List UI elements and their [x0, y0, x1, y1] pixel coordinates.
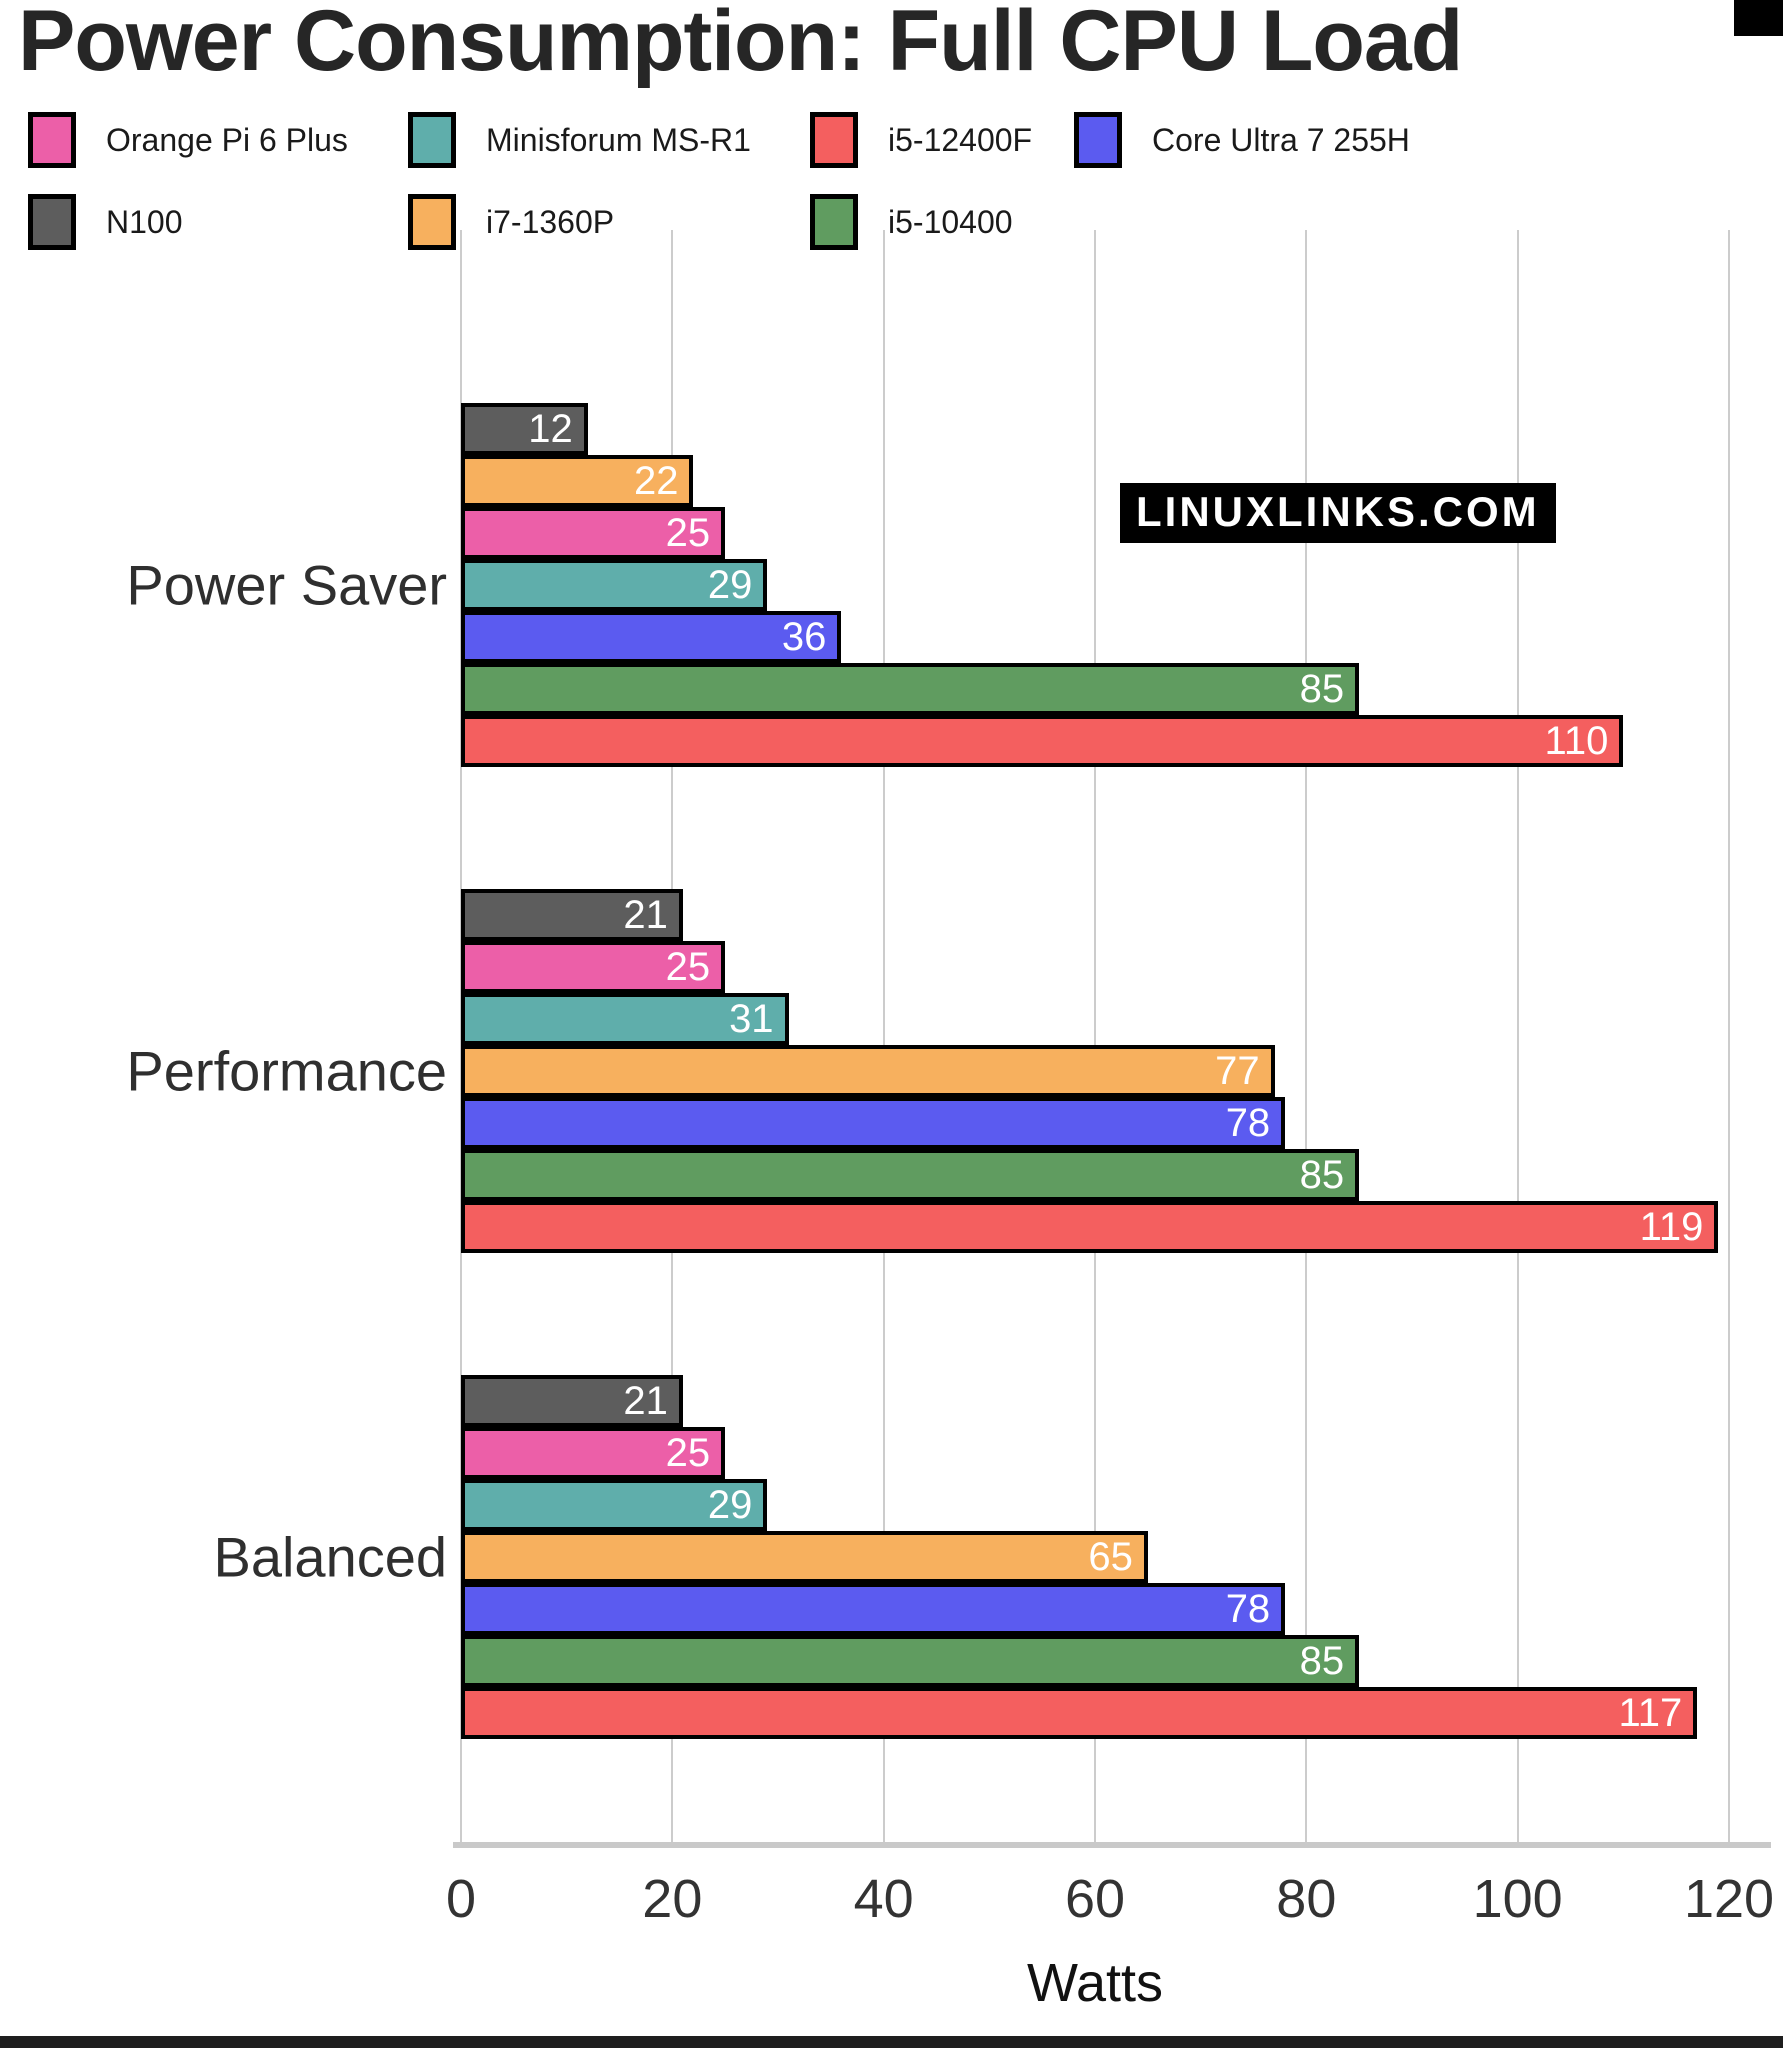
bar-minisforum-ms-r1: 31: [461, 993, 789, 1045]
bar-minisforum-ms-r1: 29: [461, 559, 768, 611]
footer-bar: [0, 2036, 1783, 2048]
x-tick-label: 20: [642, 1869, 703, 1929]
legend-label: Orange Pi 6 Plus: [106, 121, 348, 158]
x-axis-label: Watts: [1026, 1953, 1164, 2013]
bar-value-label: 77: [1215, 1049, 1260, 1093]
legend-item: i5-10400: [810, 194, 1074, 250]
legend-label: Minisforum MS-R1: [486, 121, 751, 158]
legend-item: N100: [28, 194, 408, 250]
group-label: Balanced: [213, 1525, 447, 1589]
bar-value-label: 31: [729, 997, 774, 1041]
group-label: Power Saver: [126, 553, 447, 617]
legend-item: Orange Pi 6 Plus: [28, 112, 408, 168]
bar-group-balanced: Balanced 21 25 29 65 78 85 117: [213, 1375, 1729, 1739]
bar-i7-1360p: 77: [461, 1045, 1275, 1097]
bar-value-label: 25: [665, 945, 711, 989]
legend-swatch: [408, 194, 456, 250]
watermark: LINUXLINKS.COM: [1120, 483, 1556, 543]
plot-area: LINUXLINKS.COM Watts 0 20 40 60 80 100 120 Powe…: [126, 230, 1774, 2013]
bar-value-label: 12: [528, 407, 573, 451]
bar-value-label: 25: [665, 1431, 711, 1475]
legend: Orange Pi 6 Plus Minisforum MS-R1 i5-12400…: [28, 112, 1773, 250]
legend-label: i7-1360P: [486, 203, 615, 240]
gridline: [882, 230, 885, 1848]
legend-swatch: [1074, 112, 1122, 168]
legend-item: i7-1360P: [408, 194, 810, 250]
page-title: Power Consumption: Full CPU Load: [18, 0, 1463, 89]
x-tick-label: 80: [1276, 1869, 1337, 1929]
bar-i7-1360p: 65: [461, 1531, 1148, 1583]
bar-minisforum-ms-r1: 29: [461, 1479, 768, 1531]
legend-swatch: [28, 194, 76, 250]
bar-i5-10400: 85: [461, 1635, 1360, 1687]
bar-i5-10400: 85: [461, 1149, 1360, 1201]
x-tick-label: 40: [853, 1869, 914, 1929]
bar-value-label: 117: [1618, 1691, 1683, 1735]
bar-value-label: 29: [707, 563, 753, 607]
gridline: [1728, 230, 1730, 1848]
bar-orange-pi-6-plus: 25: [461, 941, 726, 993]
legend-swatch: [28, 112, 76, 168]
bar-n100: 21: [461, 1375, 683, 1427]
gridline: [1094, 230, 1096, 1848]
x-tick-label: 0: [445, 1869, 477, 1929]
bar-value-label: 78: [1225, 1587, 1271, 1631]
bar-value-label: 85: [1299, 667, 1345, 711]
bar-value-label: 21: [623, 1379, 668, 1423]
legend-swatch: [810, 194, 858, 250]
bar-value-label: 22: [633, 459, 679, 503]
legend-swatch: [408, 112, 456, 168]
bar-value-label: 85: [1299, 1153, 1345, 1197]
bar-i5-10400: 85: [461, 663, 1360, 715]
bar-value-label: 85: [1299, 1639, 1345, 1683]
legend-swatch: [810, 112, 858, 168]
bar-i5-12400f: 110: [461, 715, 1624, 767]
bar-value-label: 29: [707, 1483, 753, 1527]
bar-value-label: 25: [665, 511, 711, 555]
legend-label: N100: [106, 203, 183, 240]
bar-core-ultra-7-255h: 78: [461, 1097, 1286, 1149]
bar-value-label: 78: [1225, 1101, 1271, 1145]
bar-orange-pi-6-plus: 25: [461, 1427, 726, 1479]
gridline: [1516, 230, 1519, 1848]
legend-item: i5-12400F: [810, 112, 1074, 168]
x-tick-label: 120: [1683, 1869, 1775, 1929]
bar-group-performance: Performance 21 25 31 77 78 85 119: [126, 889, 1729, 1253]
bar-value-label: 110: [1544, 719, 1609, 763]
corner-mark: [1734, 0, 1783, 36]
gridline: [1305, 230, 1308, 1848]
bar-i5-12400f: 117: [461, 1687, 1698, 1739]
x-tick-label: 100: [1472, 1869, 1563, 1929]
legend-label: Core Ultra 7 255H: [1152, 121, 1410, 158]
x-axis-line: [453, 1842, 1771, 1848]
x-tick-label: 60: [1064, 1869, 1126, 1929]
bar-value-label: 21: [623, 893, 668, 937]
legend-item: Minisforum MS-R1: [408, 112, 810, 168]
legend-item: Core Ultra 7 255H: [1074, 112, 1773, 168]
bar-orange-pi-6-plus: 25: [461, 507, 726, 559]
bar-n100: 12: [461, 403, 588, 455]
bar-i5-12400f: 119: [461, 1201, 1719, 1253]
bar-core-ultra-7-255h: 36: [461, 611, 842, 663]
group-label: Performance: [126, 1039, 447, 1103]
bar-i7-1360p: 22: [461, 455, 694, 507]
bar-n100: 21: [461, 889, 683, 941]
legend-label: i5-10400: [888, 203, 1013, 240]
bar-core-ultra-7-255h: 78: [461, 1583, 1286, 1635]
bar-value-label: 65: [1088, 1535, 1133, 1579]
bar-value-label: 36: [781, 615, 827, 659]
bar-value-label: 119: [1639, 1205, 1704, 1249]
legend-label: i5-12400F: [888, 121, 1033, 158]
bar-group-power-saver: Power Saver 12 22 25 29 36 85 110: [126, 403, 1729, 767]
